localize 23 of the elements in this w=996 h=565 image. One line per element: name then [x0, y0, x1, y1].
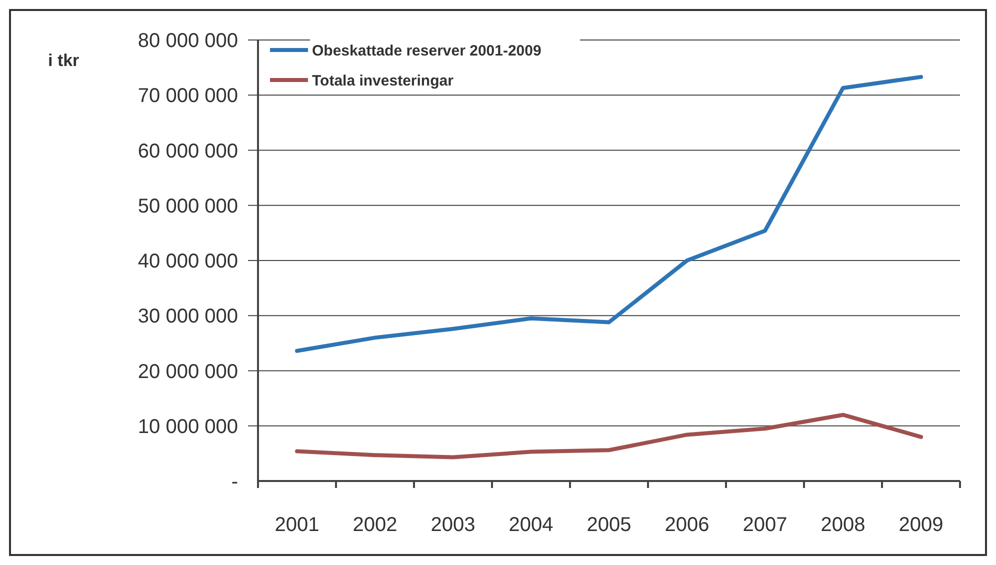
- x-tick-label: 2005: [586, 514, 632, 536]
- x-tick-label: 2008: [820, 514, 866, 536]
- y-tick-label: 10 000 000: [138, 416, 238, 438]
- y-tick-label: 50 000 000: [138, 195, 238, 218]
- x-tick-label: 2009: [898, 514, 944, 536]
- y-tick-label: 80 000 000: [138, 30, 238, 52]
- x-tick-label: 2006: [664, 514, 710, 536]
- x-tick-label: 2002: [352, 514, 398, 536]
- y-tick-label: 20 000 000: [138, 360, 238, 383]
- line-series: [295, 74, 923, 353]
- y-axis-title: i tkr: [48, 51, 80, 70]
- legend-label: Totala investeringar: [312, 72, 454, 90]
- line-series: [295, 412, 923, 460]
- x-tick-label: 2001: [274, 514, 320, 536]
- y-tick-label: -: [231, 471, 238, 493]
- y-tick-label: 70 000 000: [138, 85, 238, 108]
- x-tick-label: 2003: [430, 514, 476, 536]
- x-tick-label: 2004: [508, 514, 554, 536]
- y-tick-label: 30 000 000: [138, 306, 238, 328]
- y-tick-label: 60 000 000: [138, 140, 238, 162]
- y-tick-label: 40 000 000: [138, 250, 238, 272]
- x-tick-label: 2007: [742, 514, 788, 536]
- legend-label: Obeskattade reserver 2001-2009: [312, 42, 542, 60]
